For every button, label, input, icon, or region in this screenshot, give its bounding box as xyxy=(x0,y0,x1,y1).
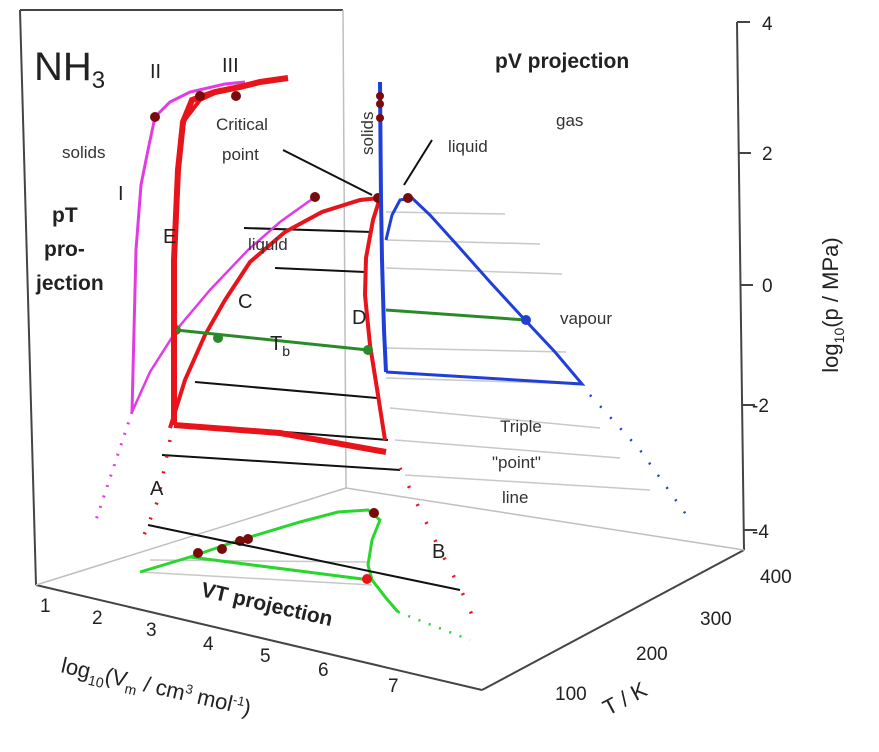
temperature-axis-line xyxy=(481,549,745,691)
temperature-tick-label: 300 xyxy=(700,609,732,630)
volume-tick-label: 5 xyxy=(260,646,271,667)
pv-vapour-branch xyxy=(384,196,586,386)
liquid-pt-label: liquid xyxy=(248,235,288,254)
temperature-tick-label: 200 xyxy=(636,644,668,665)
curve-B-label: B xyxy=(432,541,445,563)
vt-dotted-extension xyxy=(397,610,471,642)
tie-lines xyxy=(147,211,651,591)
temperature-axis: 100 200 300 400 T / K xyxy=(555,567,792,720)
boiling-tie-line xyxy=(175,328,369,352)
pt-vaporisation-curve xyxy=(130,195,316,413)
volume-tick-label: 7 xyxy=(388,676,399,697)
temperature-tick-label: 400 xyxy=(760,567,792,588)
triple-point-line xyxy=(173,422,387,455)
gas-label: gas xyxy=(556,111,583,130)
volume-tick-label: 1 xyxy=(40,596,51,617)
solid-phase-I-label: I xyxy=(118,183,124,205)
temperature-axis-title: T / K xyxy=(599,677,652,721)
curve-E-label: E xyxy=(163,226,176,248)
pt-projection-label: pT pro- jection xyxy=(35,204,104,295)
compound-formula: NH3 xyxy=(34,45,105,94)
volume-tick-label: 2 xyxy=(92,608,103,629)
coexistence-curves xyxy=(138,75,474,616)
pressure-tick-label: -2 xyxy=(752,396,769,417)
diagram-frame xyxy=(19,9,745,691)
pt-dotted-extension xyxy=(94,411,134,521)
triple-point-line-label: Triple "point" line xyxy=(492,417,547,507)
front-bottom-edge xyxy=(35,584,483,691)
curve-C-label: C xyxy=(238,291,252,313)
curve-E-solid-boundary xyxy=(171,75,289,425)
volume-tick-label: 4 xyxy=(203,634,214,655)
pv-projection-label: pV projection xyxy=(495,50,629,73)
vt-boiling-tie-line xyxy=(189,555,371,582)
volume-axis: 1 2 3 4 5 6 7 log10(Vm / cm3 mol-1) xyxy=(40,596,399,725)
pv-liquid-branch xyxy=(378,81,388,373)
pressure-tick-label: 4 xyxy=(762,14,773,35)
pressure-tick-label: 0 xyxy=(762,276,773,297)
curve-D-vapour-branch xyxy=(362,197,387,441)
solid-phase-II-label: II xyxy=(150,61,161,83)
back-floor-edge-right xyxy=(345,487,745,551)
pv-boiling-tie-line xyxy=(385,308,527,322)
curve-A-label: A xyxy=(150,478,164,500)
vt-projection-label: VT projection xyxy=(199,578,335,631)
volume-tick-label: 3 xyxy=(146,620,157,641)
curve-D-label: D xyxy=(352,307,366,329)
curve-C-liquid-branch xyxy=(168,196,381,429)
liquid-pv-label: liquid xyxy=(448,137,488,156)
critical-point-label: Critical point xyxy=(216,115,273,164)
back-floor-edge xyxy=(35,487,347,586)
diagram-labels: NH3 II III I solids pT pro- jection Crit… xyxy=(34,45,629,563)
boiling-temperature-label: Tb xyxy=(270,333,290,359)
pt-projection xyxy=(94,80,320,521)
pressure-tick-label: 2 xyxy=(762,144,773,165)
vapour-label: vapour xyxy=(560,309,612,328)
pressure-tick-label: -4 xyxy=(752,522,769,543)
solids-vertical-label: solids xyxy=(358,112,377,155)
volume-axis-title: log10(Vm / cm3 mol-1) xyxy=(58,653,254,725)
back-center-edge xyxy=(342,9,347,489)
solids-label: solids xyxy=(62,143,105,162)
pv-projection xyxy=(376,81,692,521)
solid-phase-III-label: III xyxy=(222,55,239,77)
volume-tick-label: 6 xyxy=(318,660,329,681)
pressure-axis-title: log10(p / MPa) xyxy=(818,237,847,372)
annotation-pointers xyxy=(282,139,433,196)
back-left-edge xyxy=(19,9,37,586)
pressure-axis: 4 2 0 -2 -4 log10(p / MPa) xyxy=(737,14,847,543)
temperature-tick-label: 100 xyxy=(555,684,587,705)
